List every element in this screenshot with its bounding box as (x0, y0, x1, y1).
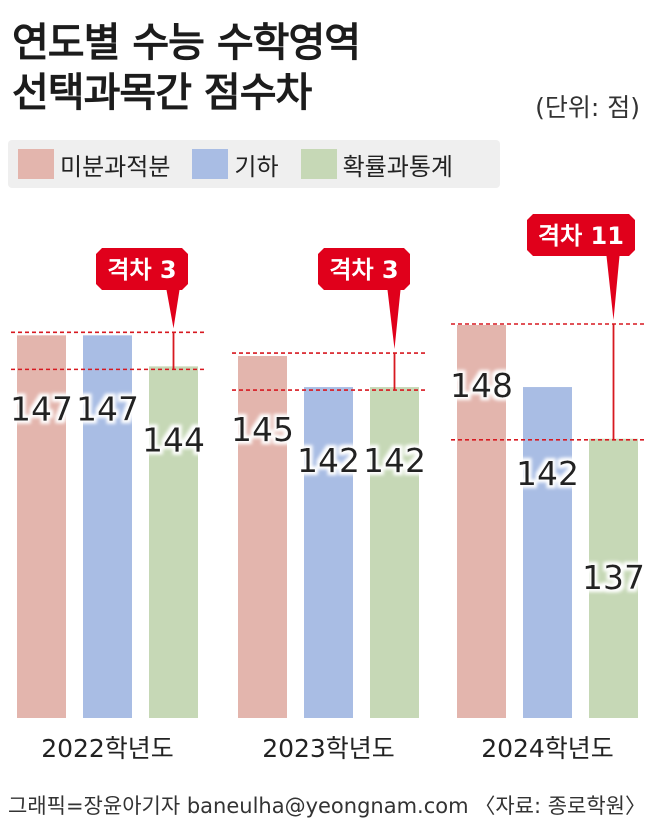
value-label: 142 (516, 454, 579, 493)
value-label: 148 (450, 366, 513, 405)
gap-callout-label: 격차 11 (538, 222, 624, 250)
value-label: 144 (142, 420, 205, 459)
value-label: 147 (10, 389, 73, 428)
legend-swatch (192, 149, 229, 179)
bar (370, 387, 419, 718)
legend-swatch (18, 149, 54, 179)
bar (149, 366, 198, 718)
legend-item-calculus: 미분과적분 (18, 147, 170, 182)
value-label: 142 (363, 441, 426, 480)
value-label: 137 (582, 558, 645, 597)
title-line-2: 선택과목간 점수차 (12, 70, 312, 116)
legend: 미분과적분 기하 확률과통계 (8, 140, 500, 188)
gap-callout (96, 248, 188, 329)
value-label: 145 (231, 410, 294, 449)
category-layer: 2022학년도 2023학년도 2024학년도 (41, 734, 614, 763)
bar (523, 387, 572, 718)
bars-layer (17, 325, 638, 718)
gap-callout (527, 214, 635, 320)
legend-label: 확률과통계 (342, 152, 453, 181)
category-label: 2023학년도 (262, 734, 395, 763)
footer-credit: 그래픽=장윤아기자 baneulha@yeongnam.com (8, 794, 469, 818)
bar (589, 438, 638, 718)
value-label: 142 (297, 441, 360, 480)
legend-label: 기하 (234, 152, 279, 181)
bar (304, 387, 353, 718)
callout-layer: 격차 3 격차 3 격차 11 (96, 214, 635, 350)
bar (238, 356, 287, 718)
gap-layer (11, 323, 644, 441)
gap-callout-label: 격차 3 (329, 256, 398, 284)
footer-source: 〈자료: 종로학원〉 (474, 794, 646, 818)
legend-item-geometry: 기하 (192, 147, 279, 182)
unit-label: (단위: 점) (535, 93, 640, 122)
legend-swatch (300, 149, 337, 179)
legend-item-statistics: 확률과통계 (300, 147, 453, 182)
legend-label: 미분과적분 (60, 152, 171, 181)
bar (83, 335, 132, 718)
category-label: 2024학년도 (481, 734, 614, 763)
gap-callout-label: 격차 3 (107, 256, 176, 284)
chart-title: 연도별 수능 수학영역 선택과목간 점수차 (12, 18, 361, 118)
bar (17, 335, 66, 718)
category-label: 2022학년도 (41, 734, 174, 763)
value-label: 147 (76, 389, 139, 428)
title-line-1: 연도별 수능 수학영역 (12, 20, 361, 66)
gap-callout (318, 248, 410, 350)
bar (457, 325, 506, 718)
